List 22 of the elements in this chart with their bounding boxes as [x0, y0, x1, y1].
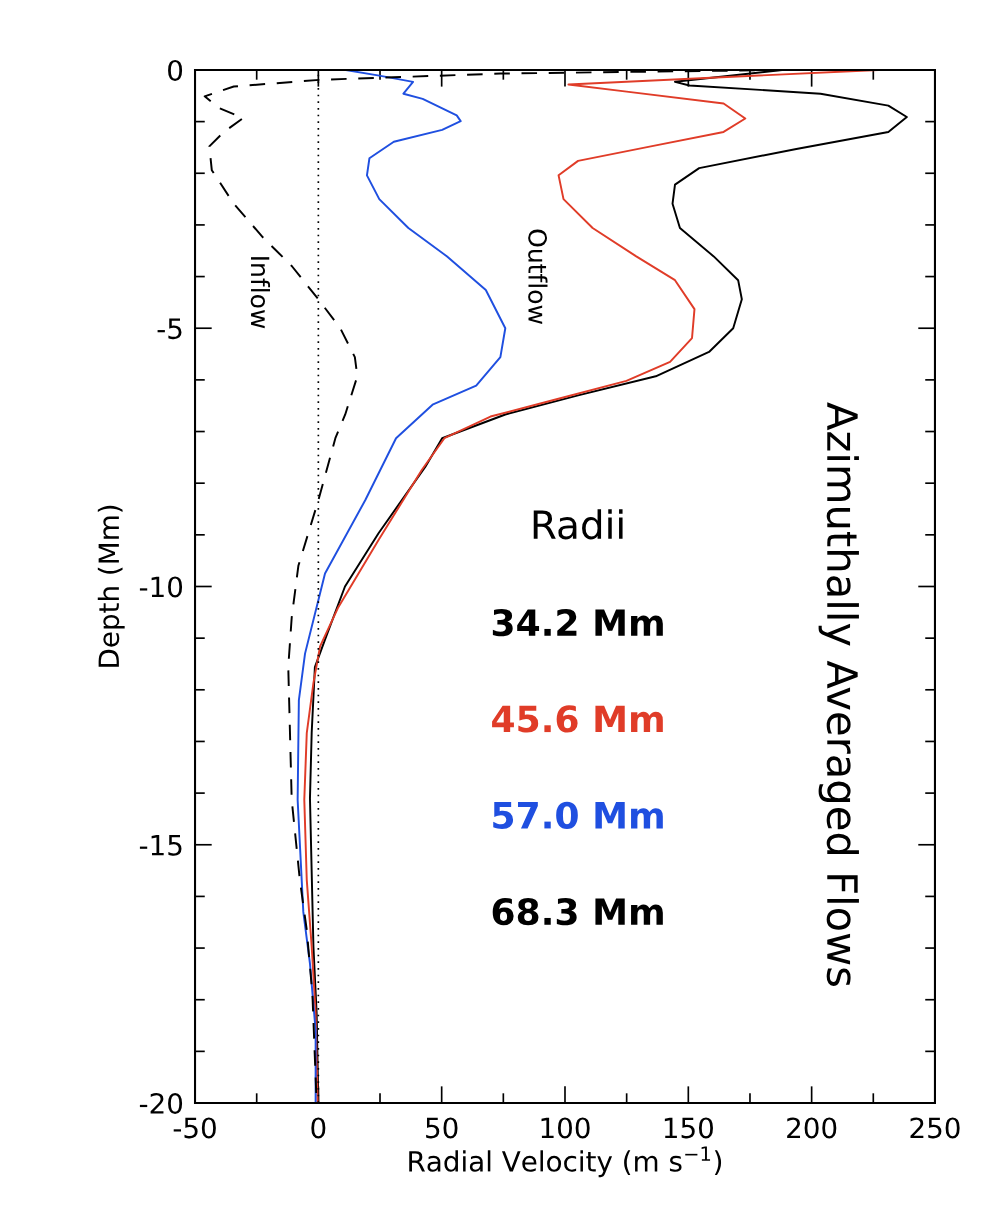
annotation: Outflow	[528, 229, 548, 324]
y-tick-label: 0	[168, 59, 183, 81]
text: 57.0 Mm	[493, 801, 663, 829]
text: Azimuthally Averaged Flows	[818, 402, 859, 986]
y-axis-title: Depth (Mm)	[97, 505, 125, 667]
x-tick-label: 0	[311, 1117, 326, 1139]
x-tick-label: 50	[426, 1117, 458, 1139]
y-tick-label: -5	[157, 318, 182, 340]
x-tick-label: -50	[173, 1117, 216, 1139]
x-tick-label: 100	[541, 1117, 590, 1139]
text: 34.2 Mm	[492, 608, 663, 637]
x-axis-title: Radial Velocity (m s$^{−1}$)	[409, 1146, 722, 1178]
text: 68.3 Mm	[492, 897, 663, 926]
x-tick-label: 150	[664, 1117, 713, 1139]
x-tick-label: 250	[910, 1117, 960, 1139]
x-tick-label: 200	[787, 1117, 837, 1139]
text: 45.6 Mm	[492, 705, 663, 733]
legend-title: Radii	[533, 509, 623, 540]
y-tick-label: -15	[139, 835, 182, 856]
annotation: Inflow	[250, 257, 271, 329]
y-tick-label: -20	[139, 1092, 183, 1114]
y-tick-label: -10	[139, 576, 183, 598]
